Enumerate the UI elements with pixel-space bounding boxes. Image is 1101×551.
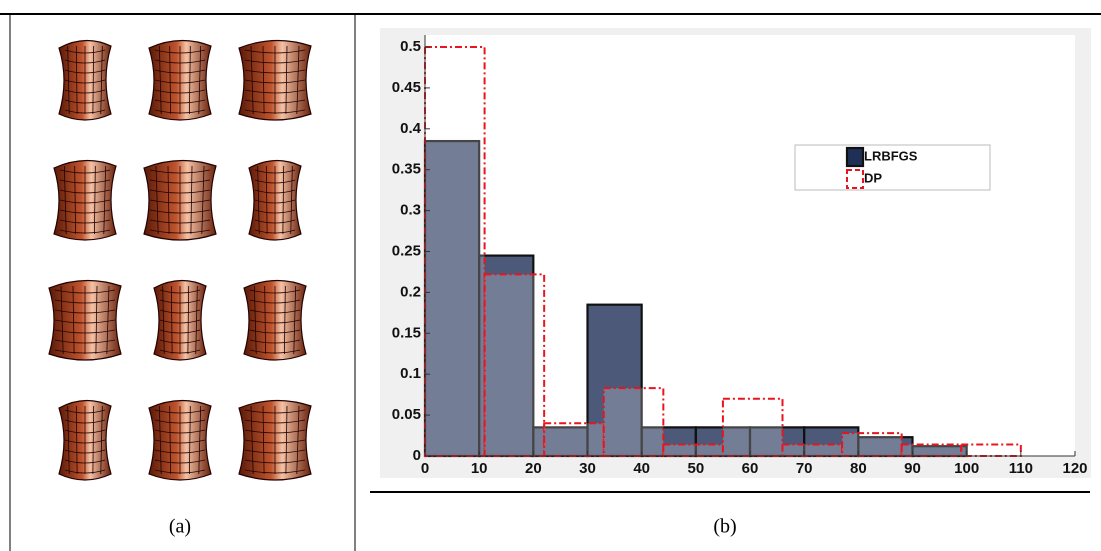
y-tick-label: 0.05 — [392, 406, 421, 423]
x-tick-label: 120 — [1062, 460, 1087, 477]
y-tick-label: 0.1 — [400, 365, 421, 382]
y-tick-label: 0 — [413, 447, 421, 464]
y-tick-label: 0.25 — [392, 242, 421, 259]
x-tick-label: 30 — [579, 460, 596, 477]
caption: (b) — [713, 516, 736, 538]
figure: 0 0.05 0.1 0.15 0.2 0.25 0.3 0.35 0.4 0.45 0.5 0 10 2… — [0, 0, 1101, 551]
x-tick-label: 20 — [525, 460, 542, 477]
bar — [485, 274, 545, 456]
bar — [783, 445, 843, 456]
y-tick-label: 0.45 — [392, 79, 421, 96]
x-tick-label: 40 — [633, 460, 650, 477]
bar — [425, 47, 485, 456]
y-tick-label: 0.5 — [400, 38, 421, 55]
legend-label: LRBFGS — [864, 148, 918, 163]
bar — [961, 445, 1021, 456]
y-tick-label: 0.15 — [392, 324, 421, 341]
x-tick-label: 60 — [742, 460, 759, 477]
legend-swatch — [847, 170, 863, 188]
x-tick-label: 0 — [421, 460, 429, 477]
x-tick-label: 10 — [471, 460, 488, 477]
y-tick-label: 0.2 — [400, 283, 421, 300]
bar — [663, 445, 723, 456]
x-tick-label: 50 — [687, 460, 704, 477]
x-tick-label: 80 — [850, 460, 867, 477]
bar — [902, 445, 962, 456]
x-tick-label: 100 — [954, 460, 979, 477]
x-tick-label: 90 — [904, 460, 921, 477]
x-tick-label: 70 — [796, 460, 813, 477]
y-tick-label: 0.3 — [400, 202, 421, 219]
bar — [842, 433, 902, 456]
bar — [544, 423, 604, 456]
x-tick-label: 110 — [1009, 460, 1033, 477]
y-tick-label: 0.4 — [400, 120, 422, 137]
bar — [604, 388, 664, 456]
legend-swatch — [847, 148, 863, 166]
legend-label: DP — [864, 170, 882, 185]
caption: (a) — [169, 516, 191, 538]
bar — [723, 399, 783, 456]
shape-gallery — [49, 40, 311, 480]
y-tick-label: 0.35 — [392, 161, 421, 178]
